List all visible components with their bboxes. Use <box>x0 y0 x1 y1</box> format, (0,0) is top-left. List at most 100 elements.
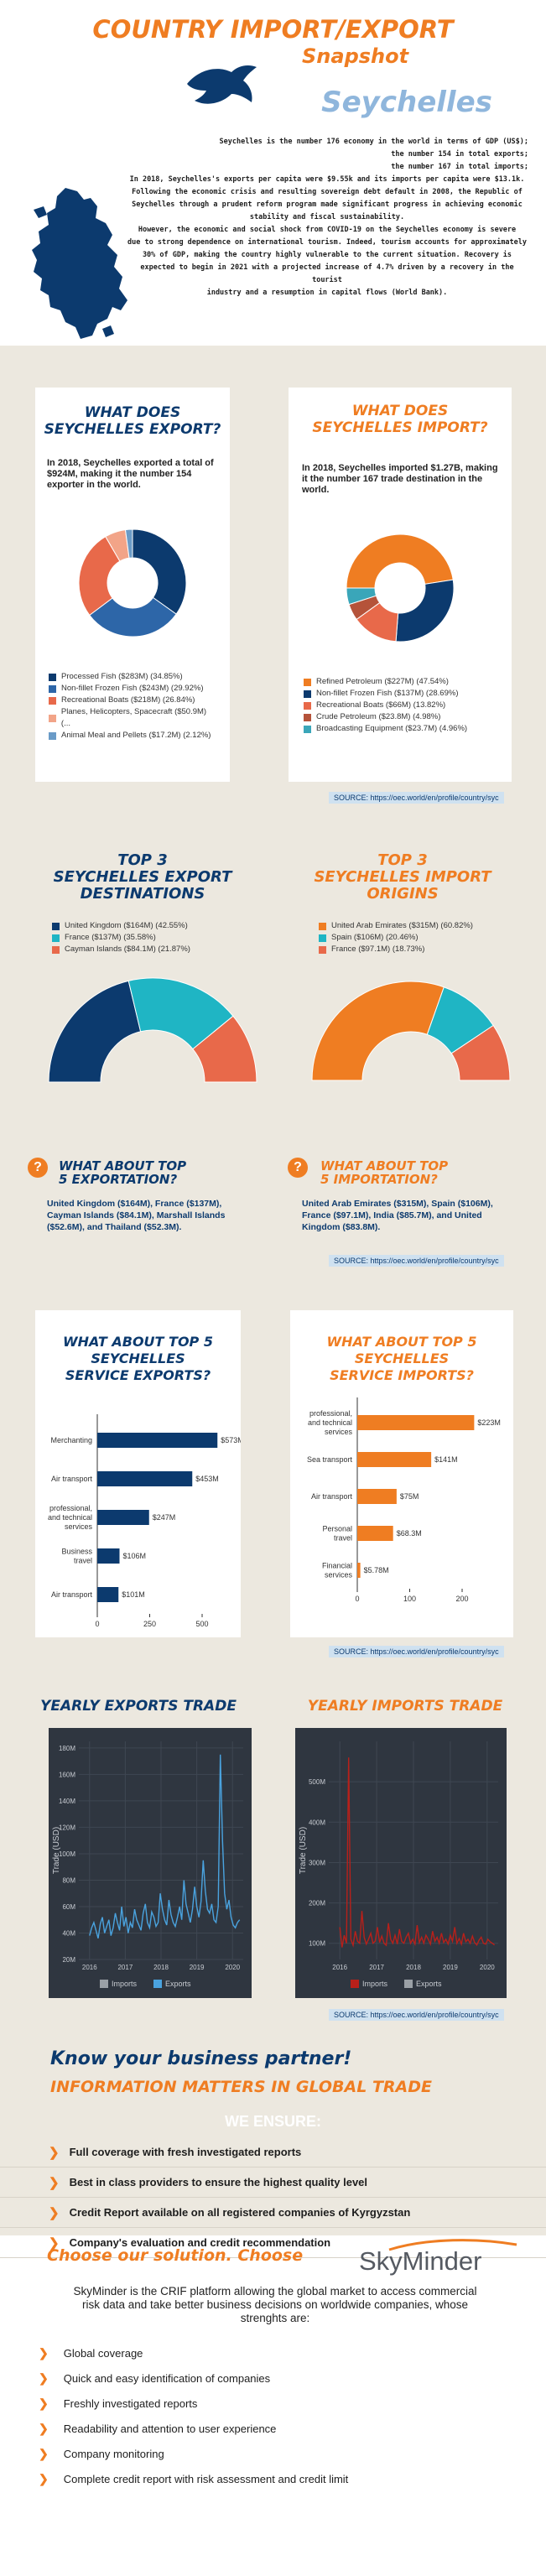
legend-label: Non-fillet Frozen Fish ($243M) (29.92%) <box>61 684 204 693</box>
x-tick-label: 500 <box>195 1620 208 1627</box>
category-label: Business travel <box>61 1548 92 1565</box>
list-item-label: Company's evaluation and credit recommen… <box>69 2236 331 2249</box>
bar <box>357 1452 432 1467</box>
value-label: $68.3M <box>397 1529 422 1538</box>
intro-line: Seychelles through a prudent reform prog… <box>132 200 523 209</box>
service-imports-bar-chart: professional, and technical services $223M S… <box>307 1397 501 1603</box>
list-item-label: Global coverage <box>63 2346 143 2360</box>
page-subtitle: Snapshot <box>302 44 409 68</box>
bar <box>97 1510 149 1525</box>
series-line <box>89 1754 241 1939</box>
legend-item: Recreational Boats ($66M) (13.82%) <box>304 700 497 711</box>
legend-swatch <box>304 725 311 733</box>
top3-exports-semidonut <box>48 977 257 1083</box>
top3-imports-title: TOP 3 SEYCHELLES IMPORT ORIGINS <box>294 852 512 903</box>
intro-line: expected to begin in 2021 with a project… <box>140 263 514 284</box>
skyminder-logo: SkyMinder <box>352 2236 537 2277</box>
question-icon: ? <box>28 1158 48 1178</box>
legend-item: United Arab Emirates ($315M) (60.82%) <box>319 920 473 932</box>
skyminder-swoosh-icon <box>388 2239 517 2251</box>
service-exports-bar-chart: Merchanting $573M Air transport $453M profes… <box>48 1414 241 1627</box>
legend-swatch[interactable] <box>351 1980 359 1988</box>
source-label: SOURCE: https://oec.world/en/profile/cou… <box>329 1646 504 1657</box>
legend-label: Non-fillet Frozen Fish ($137M) (28.69%) <box>316 689 459 698</box>
intro-line: stability and fiscal sustainability. <box>249 213 405 221</box>
top5-imports-text: United Arab Emirates ($315M), Spain ($10… <box>302 1199 493 1232</box>
legend-label: Recreational Boats ($66M) (13.82%) <box>316 700 446 710</box>
island-map-icon <box>32 188 127 339</box>
list-item: ❯ Company's evaluation and credit recomme… <box>0 2228 546 2258</box>
category-label: Financial services <box>322 1562 353 1579</box>
legend-label[interactable]: Exports <box>165 1980 191 1988</box>
legend-label: France ($137M) (35.58%) <box>65 933 156 942</box>
legend-swatch <box>52 934 60 942</box>
y-tick-label: 100M <box>309 1940 325 1948</box>
yearly-exports-title: YEARLY EXPORTS TRADE <box>40 1698 237 1715</box>
service-imports-line2: SEYCHELLES <box>354 1350 450 1366</box>
skyminder-list: ❯ Global coverage ❯ Quick and easy identifi… <box>0 2340 546 2491</box>
legend-swatch[interactable] <box>153 1980 162 1988</box>
category-label: Merchanting <box>50 1436 92 1444</box>
legend-item: Non-fillet Frozen Fish ($137M) (28.69%) <box>304 688 497 700</box>
chevron-right-icon: ❯ <box>39 2345 49 2360</box>
bar <box>357 1415 475 1430</box>
top5-exports-text: United Kingdom ($164M), France ($137M), … <box>47 1199 226 1232</box>
top3-exports-line1: TOP 3 <box>117 851 168 869</box>
list-item-label: Complete credit report with risk assessm… <box>63 2472 349 2485</box>
top5-imports-title: WHAT ABOUT TOP 5 IMPORTATION? <box>320 1159 505 1186</box>
chevron-right-icon: ❯ <box>49 2145 60 2160</box>
legend-item: France ($137M) (35.58%) <box>52 932 190 944</box>
list-item: ❯ Company monitoring <box>0 2441 546 2466</box>
legend-item: Spain ($106M) (20.46%) <box>319 932 473 944</box>
legend-label: France ($97.1M) (18.73%) <box>331 945 425 954</box>
intro-line: In 2018, Seychelles's exports per capita… <box>129 175 525 184</box>
top3-exports-title: TOP 3 SEYCHELLES EXPORT DESTINATIONS <box>34 852 252 903</box>
legend-label: Spain ($106M) (20.46%) <box>331 933 419 942</box>
x-tick-label: 2020 <box>225 1964 240 1971</box>
legend-label: Animal Meal and Pellets ($17.2M) (2.12%) <box>61 731 211 740</box>
legend-swatch <box>49 684 56 693</box>
legend-label[interactable]: Imports <box>362 1980 388 1988</box>
legend-swatch <box>304 678 311 686</box>
y-tick-label: 120M <box>59 1824 75 1831</box>
imports-donut-chart <box>346 533 455 643</box>
chevron-right-icon: ❯ <box>39 2421 49 2435</box>
top3-imports-legend: United Arab Emirates ($315M) (60.82%) Spa… <box>319 920 473 955</box>
skyminder-description: SkyMinder is the CRIF platform allowing … <box>73 2285 477 2324</box>
donut-slice <box>346 587 377 606</box>
x-tick-label: 0 <box>95 1620 99 1627</box>
value-label: $106M <box>123 1552 147 1560</box>
top5-imports-line2: 5 IMPORTATION? <box>320 1172 438 1187</box>
exports-card: WHAT DOES SEYCHELLES EXPORT? In 2018, Sey… <box>35 388 230 782</box>
intro-paragraph: Seychelles is the number 176 economy in … <box>126 136 528 299</box>
donut-slice <box>89 596 177 637</box>
legend-swatch[interactable] <box>100 1980 108 1988</box>
intro-line: industry and a resumption in capital flo… <box>206 289 448 297</box>
service-exports-line2: SEYCHELLES <box>91 1350 185 1366</box>
chevron-right-icon: ❯ <box>49 2235 60 2251</box>
legend-swatch <box>52 945 60 954</box>
legend-swatch <box>319 945 326 954</box>
top3-imports-line2: SEYCHELLES IMPORT <box>314 868 491 886</box>
bar <box>97 1471 193 1486</box>
donut-slice <box>124 528 133 559</box>
legend-swatch[interactable] <box>404 1980 413 1988</box>
legend-label[interactable]: Imports <box>112 1980 138 1988</box>
legend-swatch <box>49 673 56 681</box>
exports-donut-chart <box>78 528 187 637</box>
legend-swatch <box>49 731 56 740</box>
donut-slice <box>132 528 187 615</box>
top3-exports-legend: United Kingdom ($164M) (42.55%) France ($… <box>52 920 190 955</box>
list-item: ❯ Best in class providers to ensure the h… <box>0 2167 546 2198</box>
value-label: $5.78M <box>364 1566 389 1574</box>
legend-label[interactable]: Exports <box>416 1980 442 1988</box>
bar <box>97 1548 120 1564</box>
x-tick-label: 2017 <box>117 1964 133 1971</box>
service-imports-card: WHAT ABOUT TOP 5 SEYCHELLES SERVICE IMPORT… <box>290 1310 513 1637</box>
chevron-right-icon: ❯ <box>39 2370 49 2385</box>
legend-label: Processed Fish ($283M) (34.85%) <box>61 672 183 681</box>
value-label: $223M <box>477 1418 501 1427</box>
x-tick-label: 2020 <box>480 1964 495 1971</box>
legend-item: Animal Meal and Pellets ($17.2M) (2.12%) <box>49 730 216 742</box>
legend-item: Recreational Boats ($218M) (26.84%) <box>49 695 216 706</box>
